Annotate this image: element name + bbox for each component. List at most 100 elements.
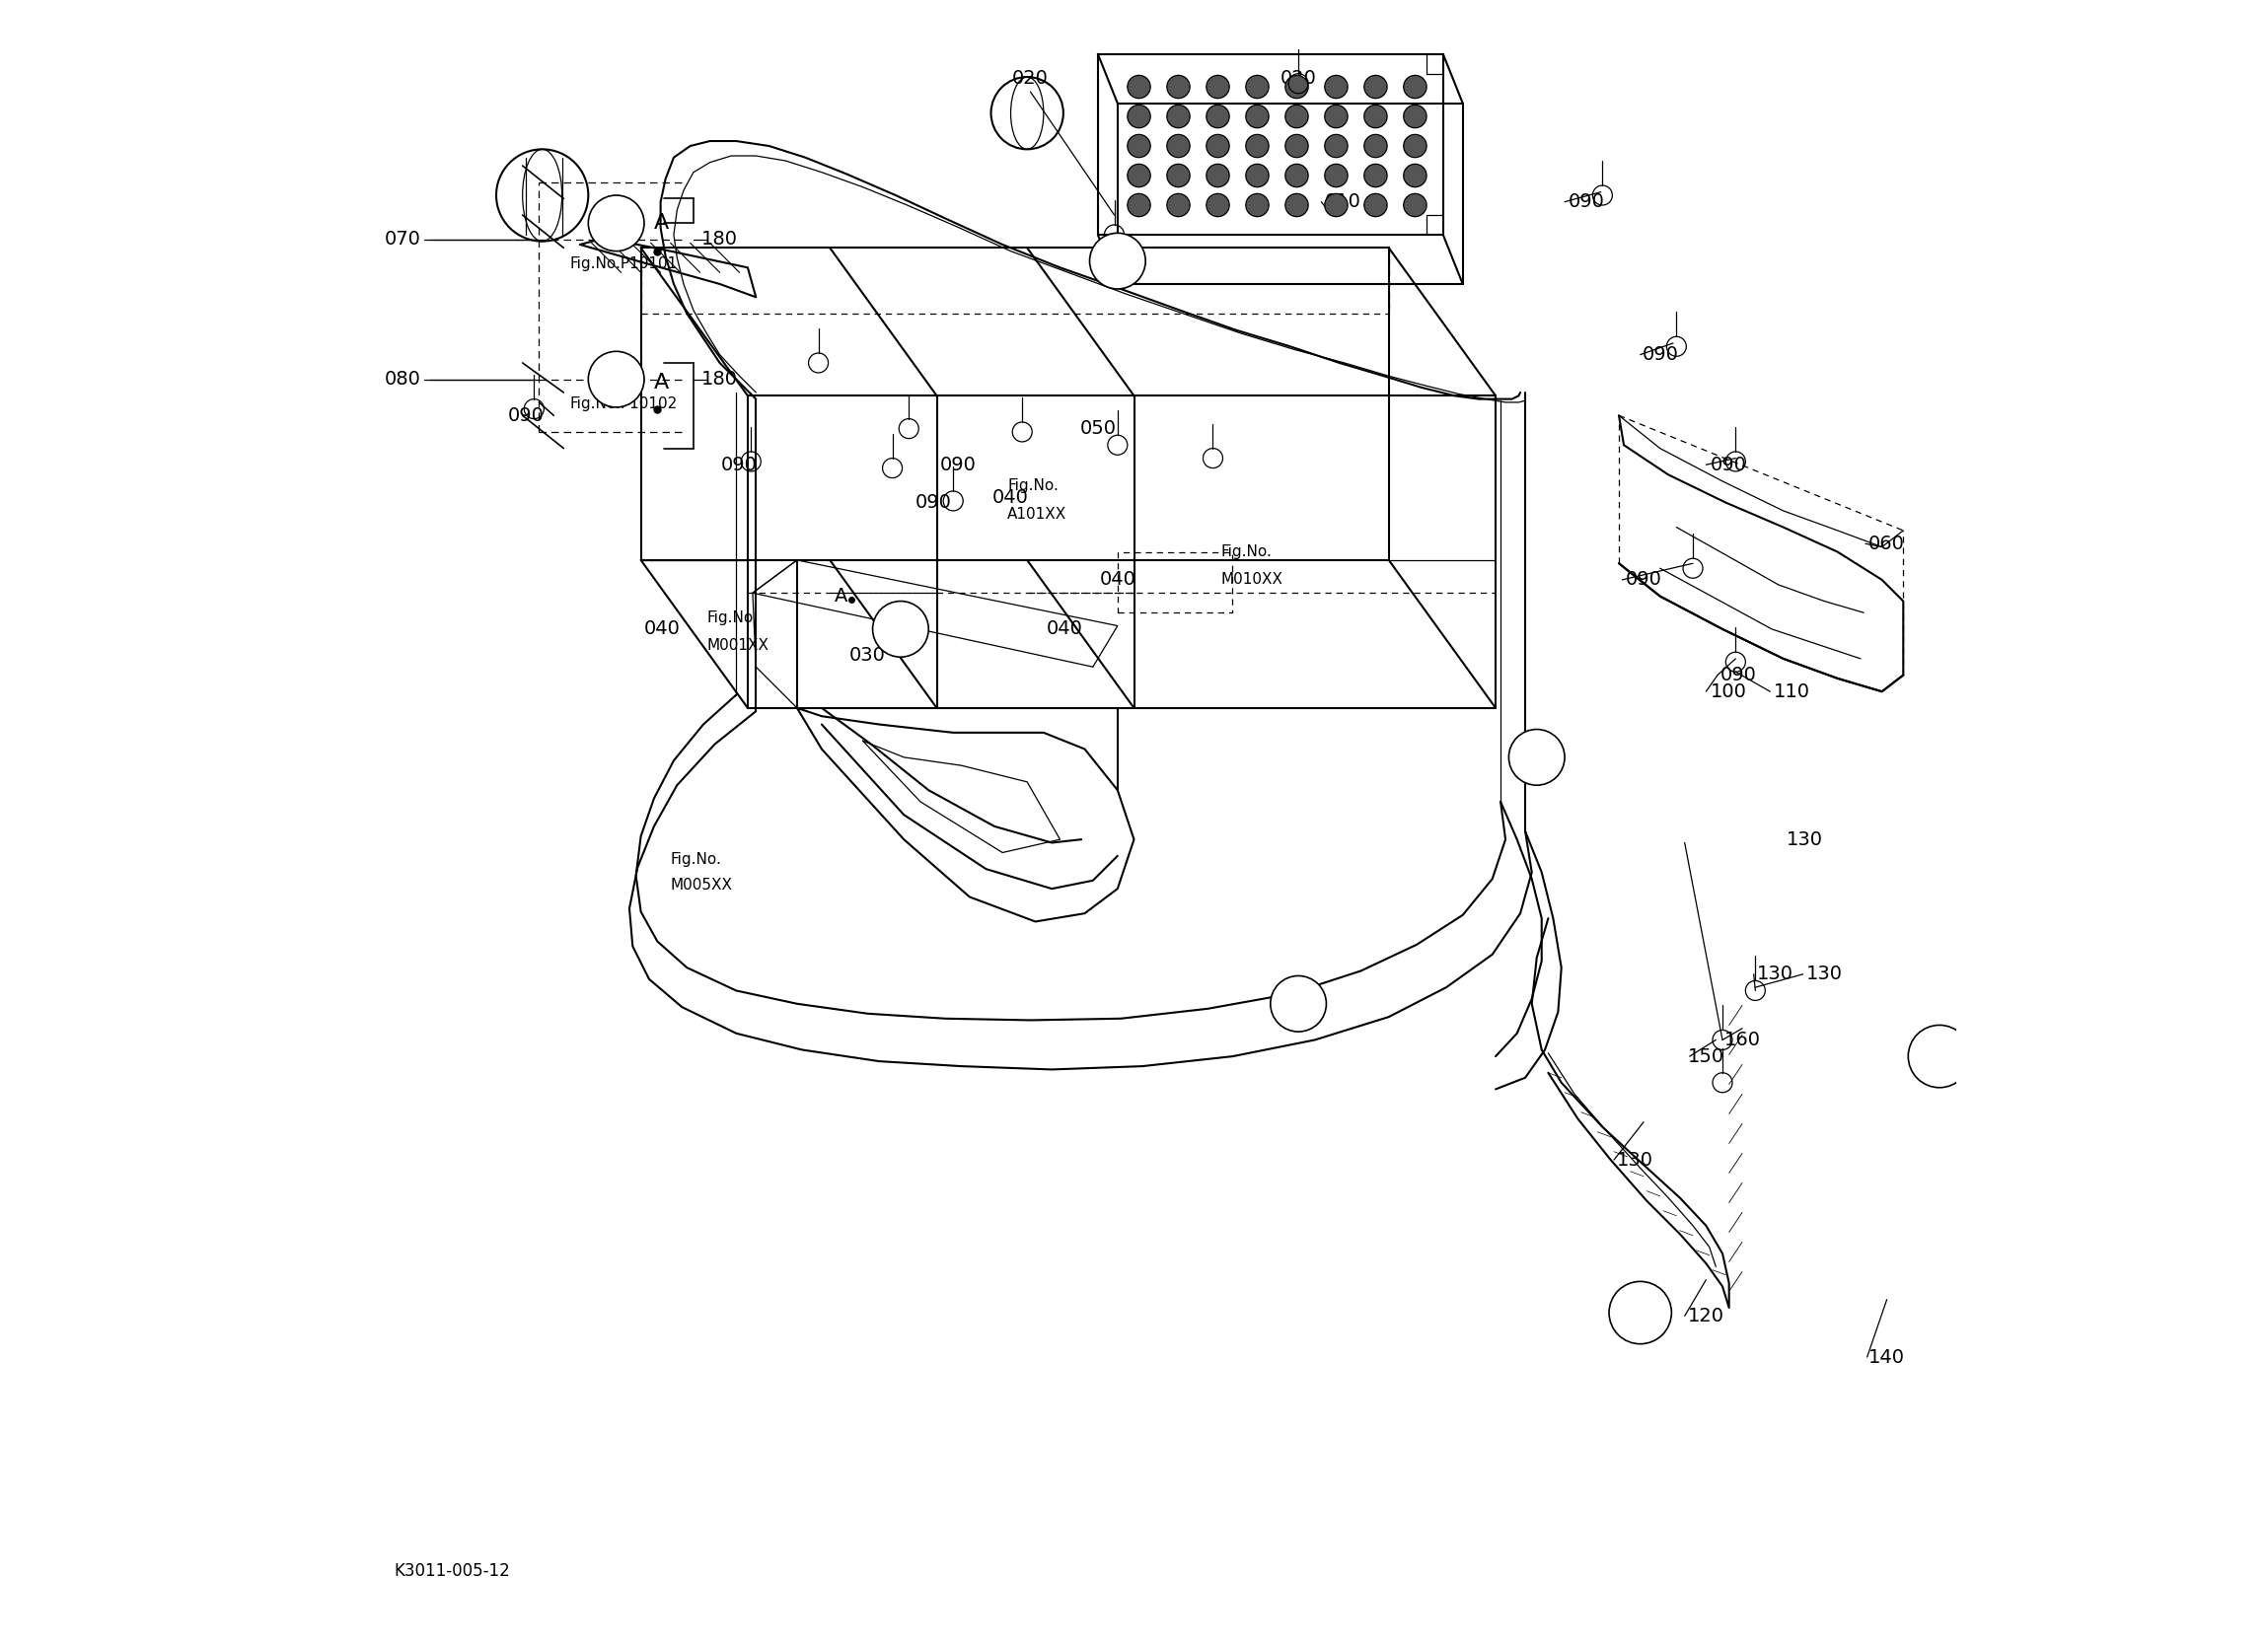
Text: 140: 140 [1869, 1348, 1905, 1366]
Circle shape [1089, 234, 1145, 290]
Text: D: D [1633, 1304, 1647, 1322]
Text: 090: 090 [1721, 665, 1758, 685]
Text: 020: 020 [1012, 69, 1048, 87]
Text: 080: 080 [383, 370, 422, 388]
Circle shape [1245, 135, 1268, 158]
Text: 130: 130 [1805, 965, 1842, 984]
Text: C: C [1935, 1047, 1946, 1065]
Circle shape [1286, 76, 1309, 99]
Text: Fig.No.P10101: Fig.No.P10101 [569, 257, 678, 272]
Text: Fig.No.: Fig.No. [708, 611, 758, 625]
Circle shape [1127, 76, 1150, 99]
Text: 100: 100 [1710, 681, 1746, 701]
Circle shape [1286, 105, 1309, 128]
Circle shape [1325, 135, 1347, 158]
Text: Fig.No.: Fig.No. [1220, 545, 1272, 560]
Circle shape [1127, 165, 1150, 188]
Circle shape [1363, 135, 1388, 158]
Circle shape [1245, 194, 1268, 217]
Circle shape [1166, 105, 1191, 128]
Text: 010: 010 [1325, 193, 1361, 211]
Circle shape [1363, 76, 1388, 99]
Circle shape [1245, 165, 1268, 188]
Text: 120: 120 [1687, 1307, 1724, 1325]
Circle shape [1245, 76, 1268, 99]
Circle shape [587, 196, 644, 252]
Text: 090: 090 [1710, 456, 1746, 474]
Circle shape [1325, 194, 1347, 217]
Text: Fig.No.: Fig.No. [1007, 479, 1059, 494]
Circle shape [1207, 105, 1229, 128]
Text: Fig.No.P10102: Fig.No.P10102 [569, 397, 678, 412]
Circle shape [1286, 194, 1309, 217]
Circle shape [1207, 76, 1229, 99]
Text: 130: 130 [1617, 1151, 1653, 1169]
Text: 020: 020 [1279, 69, 1315, 87]
Circle shape [1404, 105, 1427, 128]
Text: A: A [653, 214, 669, 234]
Circle shape [1508, 729, 1565, 785]
Circle shape [1166, 165, 1191, 188]
Circle shape [1404, 194, 1427, 217]
Circle shape [1363, 194, 1388, 217]
Circle shape [1325, 165, 1347, 188]
Text: A: A [610, 370, 621, 388]
Circle shape [1907, 1025, 1971, 1088]
Text: 090: 090 [508, 407, 544, 425]
Text: M001XX: M001XX [708, 639, 769, 653]
Text: 070: 070 [383, 230, 422, 249]
Circle shape [1404, 165, 1427, 188]
Text: 110: 110 [1774, 681, 1810, 701]
Text: 060: 060 [1869, 535, 1905, 553]
Circle shape [1207, 194, 1229, 217]
Text: A: A [610, 214, 621, 232]
Text: 040: 040 [644, 621, 680, 639]
Circle shape [587, 351, 644, 407]
Circle shape [1207, 165, 1229, 188]
Text: 180: 180 [701, 230, 737, 249]
Text: A: A [653, 372, 669, 392]
Circle shape [1325, 105, 1347, 128]
Text: K3011-005-12: K3011-005-12 [395, 1562, 510, 1580]
Text: B: B [1111, 252, 1123, 270]
Text: 160: 160 [1724, 1030, 1760, 1049]
Text: 090: 090 [916, 494, 953, 512]
Text: 050: 050 [1080, 420, 1116, 438]
Circle shape [1286, 165, 1309, 188]
Circle shape [1404, 135, 1427, 158]
Circle shape [1363, 105, 1388, 128]
Text: 040: 040 [993, 489, 1030, 507]
Text: A101XX: A101XX [1007, 507, 1066, 522]
Circle shape [1127, 135, 1150, 158]
Text: 150: 150 [1687, 1047, 1724, 1065]
Text: 040: 040 [1048, 621, 1084, 639]
Text: D: D [1293, 994, 1304, 1012]
Circle shape [1166, 194, 1191, 217]
Text: Fig.No.: Fig.No. [671, 851, 721, 866]
Text: C: C [1531, 749, 1542, 765]
Circle shape [1207, 135, 1229, 158]
Text: 090: 090 [1642, 346, 1678, 364]
Text: B: B [896, 621, 907, 639]
Circle shape [1363, 165, 1388, 188]
Text: 090: 090 [721, 456, 758, 474]
Circle shape [1166, 76, 1191, 99]
Text: M010XX: M010XX [1220, 573, 1284, 588]
Circle shape [1286, 135, 1309, 158]
Text: 090: 090 [939, 456, 975, 474]
Text: 090: 090 [1626, 571, 1662, 589]
Circle shape [873, 601, 928, 657]
Circle shape [1245, 105, 1268, 128]
Text: 030: 030 [850, 645, 887, 665]
Text: 090: 090 [1567, 193, 1603, 211]
Text: A: A [835, 588, 848, 606]
Text: 040: 040 [1100, 571, 1136, 589]
Circle shape [1270, 976, 1327, 1032]
Circle shape [1325, 76, 1347, 99]
Text: M005XX: M005XX [671, 877, 733, 892]
Circle shape [1127, 194, 1150, 217]
Circle shape [1404, 76, 1427, 99]
Text: 180: 180 [701, 370, 737, 388]
Circle shape [1127, 105, 1150, 128]
Text: 130: 130 [1758, 965, 1794, 984]
